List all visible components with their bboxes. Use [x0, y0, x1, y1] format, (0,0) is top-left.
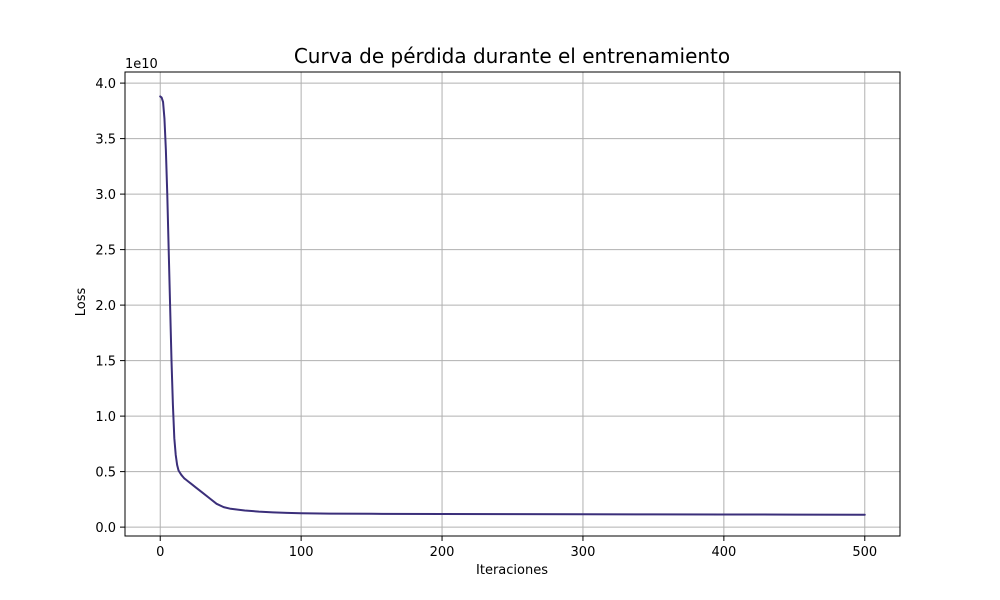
y-tick-label: 0.0 [95, 521, 116, 536]
y-axis-offset-label: 1e10 [125, 57, 158, 72]
plot-area [159, 95, 866, 516]
y-tick-label: 4.0 [95, 77, 116, 92]
y-tick-label: 0.5 [95, 466, 116, 481]
loss-series-line [159, 95, 866, 516]
plot-frame [124, 71, 901, 537]
y-axis: 0.0 0.5 1.0 1.5 2.0 2.5 3.0 3.5 4.0 [95, 77, 125, 536]
x-tick-label: 300 [571, 545, 596, 560]
y-tick-label: 1.5 [95, 355, 116, 370]
x-axis: 0 100 200 300 400 500 [156, 536, 877, 560]
x-tick-label: 400 [711, 545, 736, 560]
x-tick-label: 200 [430, 545, 455, 560]
grid [125, 72, 900, 536]
y-tick-label: 1.0 [95, 410, 116, 425]
y-tick-label: 2.5 [95, 244, 116, 259]
y-tick-label: 3.5 [95, 133, 116, 148]
y-axis-label: Loss [74, 288, 89, 317]
y-tick-label: 3.0 [95, 188, 116, 203]
x-tick-label: 100 [289, 545, 314, 560]
y-tick-label: 2.0 [95, 299, 116, 314]
x-tick-label: 0 [156, 545, 164, 560]
x-tick-label: 500 [852, 545, 877, 560]
x-axis-label: Iteraciones [476, 563, 548, 578]
chart-title: Curva de pérdida durante el entrenamient… [294, 44, 730, 68]
